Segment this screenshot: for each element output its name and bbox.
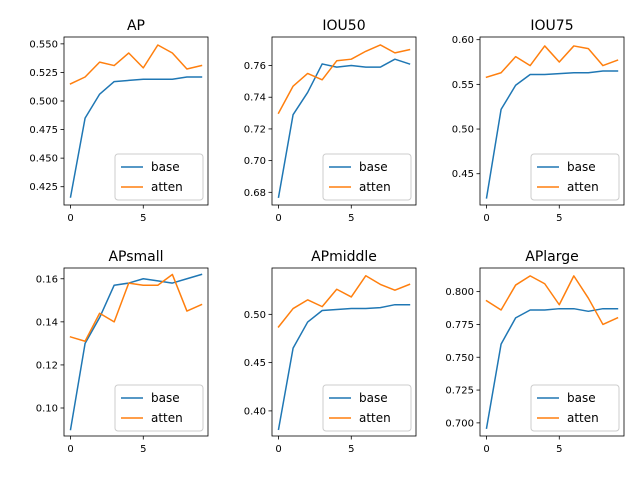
series-line-atten [485,45,619,79]
subplot-title: IOU50 [322,18,365,34]
y-tick-label: 0.70 [244,156,266,167]
y-tick-label: 0.14 [36,317,58,328]
legend-label: base [151,160,180,174]
axes-frame [271,36,417,206]
legend-label: atten [151,411,183,425]
legend-label: atten [151,180,183,194]
x-tick-label: 5 [348,213,354,224]
subplot-ap: AP 0 5 0.425 0.450 0.475 0.500 0.525 0.550 base at… [29,18,209,224]
subplot-title: AP [127,18,145,34]
legend-box [530,384,620,432]
y-tick-label: 0.50 [244,310,266,321]
subplot-iou50: IOU50 0 5 0.68 0.70 0.72 0.74 0.76 base atten [244,18,417,224]
y-tick-label: 0.50 [452,125,474,136]
y-tick-label: 0.550 [29,39,58,50]
axes-frame [63,267,209,437]
y-tick-label: 0.700 [445,418,474,429]
y-tick-label: 0.500 [29,97,58,108]
x-tick-label: 5 [556,444,562,455]
series-line-atten [277,44,411,115]
y-tick-label: 0.750 [445,353,474,364]
legend-box [322,384,412,432]
legend-label: atten [567,180,599,194]
x-tick-label: 5 [140,444,146,455]
subplot-apsmall: APsmall 0 5 0.10 0.12 0.14 0.16 base atten [36,249,209,455]
x-tick-label: 0 [275,213,281,224]
legend-label: base [359,160,388,174]
legend-box [114,153,204,201]
series-line-base [277,303,411,431]
axes-frame [63,36,209,206]
legend-label: atten [567,411,599,425]
legend: base atten [322,384,412,432]
legend-box [322,153,412,201]
y-tick-label: 0.45 [244,358,266,369]
legend-box [114,384,204,432]
series-line-atten [69,44,203,85]
legend-label: atten [359,180,391,194]
series-line-base [277,58,411,198]
x-tick-label: 5 [556,213,562,224]
series-line-atten [69,273,203,342]
series-line-base [485,70,619,199]
series-line-base [69,76,203,198]
x-tick-label: 0 [67,444,73,455]
x-tick-label: 0 [67,213,73,224]
y-tick-label: 0.55 [452,80,474,91]
y-tick-label: 0.60 [452,35,474,46]
y-tick-label: 0.74 [244,93,266,104]
x-tick-label: 0 [275,444,281,455]
x-tick-label: 0 [483,444,489,455]
subplot-aplarge: APlarge 0 5 0.700 0.725 0.750 0.775 0.800 base at… [445,249,625,455]
subplot-title: IOU75 [530,18,573,34]
legend: base atten [530,153,620,201]
y-tick-label: 0.76 [244,61,266,72]
y-tick-label: 0.40 [244,406,266,417]
y-tick-label: 0.450 [29,154,58,165]
y-tick-label: 0.475 [29,125,58,136]
y-tick-label: 0.725 [445,386,474,397]
y-tick-label: 0.45 [452,169,474,180]
subplot-title: APlarge [525,249,579,265]
y-tick-label: 0.72 [244,124,266,135]
x-tick-label: 5 [140,213,146,224]
legend: base atten [114,153,204,201]
y-tick-label: 0.16 [36,274,58,285]
legend-label: base [567,160,596,174]
y-tick-label: 0.12 [36,360,58,371]
y-tick-label: 0.425 [29,182,58,193]
y-tick-label: 0.68 [244,188,266,199]
subplot-title: APsmall [108,249,163,265]
legend: base atten [322,153,412,201]
legend: base atten [530,384,620,432]
axes-frame [271,267,417,437]
series-line-atten [277,274,411,328]
series-line-base [69,273,203,431]
legend-label: atten [359,411,391,425]
x-tick-label: 0 [483,213,489,224]
legend-box [530,153,620,201]
subplot-title: APmiddle [311,249,377,265]
legend: base atten [114,384,204,432]
axes-frame [479,267,625,437]
y-tick-label: 0.775 [445,320,474,331]
subplot-apmiddle: APmiddle 0 5 0.40 0.45 0.50 base atten [244,249,417,455]
series-line-atten [485,275,619,326]
subplot-iou75: IOU75 0 5 0.45 0.50 0.55 0.60 base atten [452,18,625,224]
y-tick-label: 0.10 [36,404,58,415]
axes-frame [479,36,625,206]
x-tick-label: 5 [348,444,354,455]
y-tick-label: 0.800 [445,287,474,298]
legend-label: base [151,391,180,405]
legend-label: base [567,391,596,405]
y-tick-label: 0.525 [29,68,58,79]
legend-label: base [359,391,388,405]
